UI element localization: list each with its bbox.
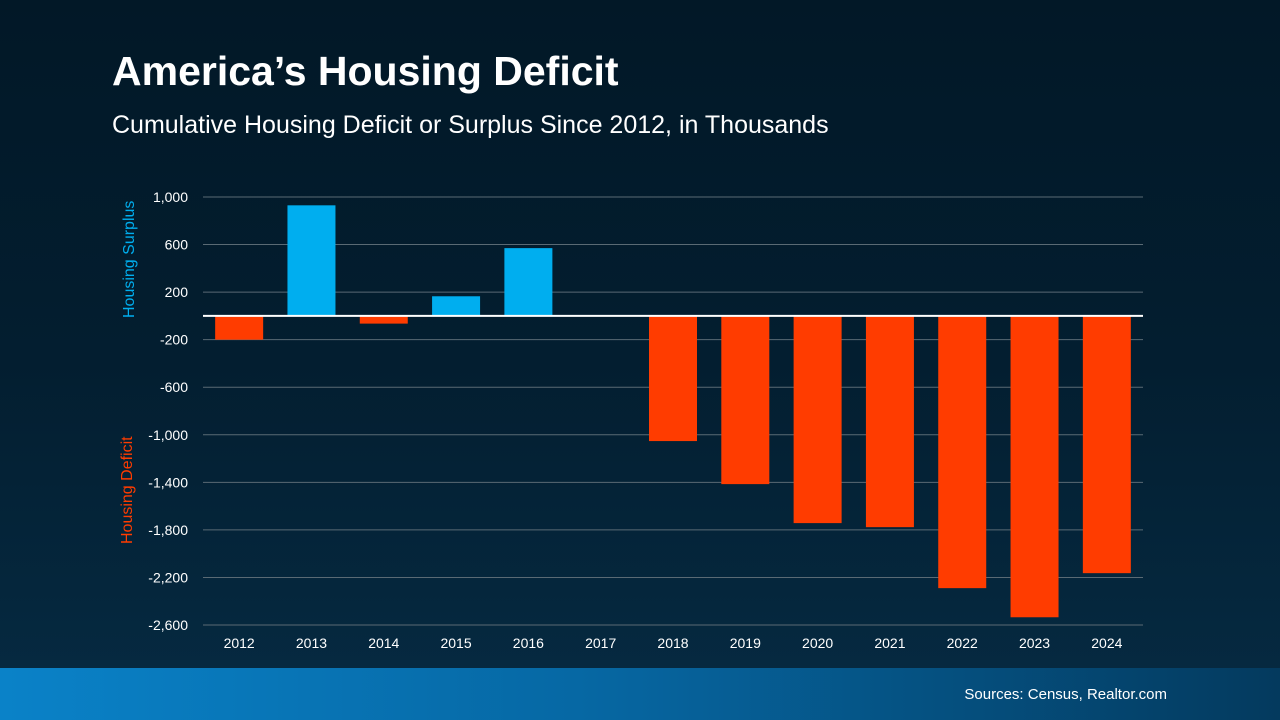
y-tick-label: -200	[160, 332, 188, 348]
x-tick-label: 2023	[1019, 635, 1050, 651]
x-tick-label: 2012	[224, 635, 255, 651]
bar	[938, 315, 987, 589]
x-tick-label: 2013	[296, 635, 327, 651]
y-label-deficit: Housing Deficit	[119, 436, 136, 544]
y-tick-label: 200	[165, 284, 189, 300]
bar	[432, 296, 481, 316]
y-tick-label: -1,000	[148, 427, 188, 443]
x-tick-label: 2018	[657, 635, 688, 651]
x-tick-label: 2015	[440, 635, 471, 651]
x-tick-label: 2020	[802, 635, 833, 651]
sources-text: Sources: Census, Realtor.com	[964, 686, 1167, 703]
x-tick-label: 2022	[947, 635, 978, 651]
bar	[1010, 315, 1059, 618]
bar	[359, 315, 408, 324]
bar-chart: 1,000 600 200 -200 -600 -1,000 -1,400 -1,800 -2,…	[148, 189, 1143, 651]
bar	[865, 315, 914, 528]
y-tick-label: 600	[165, 237, 189, 253]
y-tick-label: -2,600	[148, 617, 188, 633]
x-tick-label: 2024	[1091, 635, 1122, 651]
y-tick-label: -1,400	[148, 474, 188, 490]
y-tick-label: -1,800	[148, 522, 188, 538]
bar	[1082, 315, 1131, 574]
y-tick-label: -2,200	[148, 569, 188, 585]
bar	[215, 315, 264, 340]
bar	[287, 205, 336, 316]
y-tick-label: -600	[160, 379, 188, 395]
x-tick-label: 2016	[513, 635, 544, 651]
y-label-surplus: Housing Surplus	[121, 200, 138, 318]
bar	[649, 315, 697, 442]
bar	[721, 315, 770, 485]
x-tick-label: 2017	[585, 635, 616, 651]
x-tick-label: 2021	[874, 635, 905, 651]
y-tick-label: 1,000	[153, 189, 188, 205]
chart-title: America’s Housing Deficit	[112, 48, 619, 94]
x-tick-label: 2014	[368, 635, 399, 651]
chart-subtitle: Cumulative Housing Deficit or Surplus Si…	[112, 111, 829, 139]
bar	[793, 315, 842, 524]
bar	[504, 248, 553, 316]
footer-bar: Sources: Census, Realtor.com	[0, 668, 1280, 720]
x-tick-label: 2019	[730, 635, 761, 651]
